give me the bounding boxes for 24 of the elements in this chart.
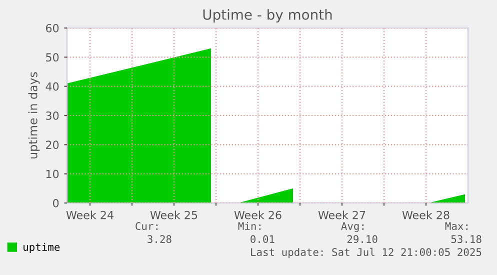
y-tick-label: 60 — [46, 24, 59, 32]
y-tick-label: 50 — [46, 53, 59, 62]
y-tick-label: 10 — [46, 170, 59, 178]
y-tick-label: 40 — [46, 82, 59, 91]
text: 3.28 — [148, 235, 172, 244]
text: 53.18 — [451, 235, 482, 244]
x-tick-label: Week 27 — [318, 210, 366, 220]
y-tick-label: 30 — [46, 111, 59, 120]
text: Last update: Sat Jul 12 21:00:05 2025 — [251, 248, 482, 258]
x-tick-label: Week 26 — [234, 210, 282, 220]
text: 29.10 — [347, 235, 378, 244]
text: Cur: — [136, 222, 158, 230]
y-tick-label: 0 — [53, 198, 59, 208]
y-tick-label: 20 — [46, 140, 59, 150]
legend-label: uptime — [24, 242, 60, 253]
text: Avg: — [341, 222, 364, 232]
text: 0.01 — [250, 235, 274, 244]
x-tick-label: Week 24 — [66, 210, 114, 220]
chart-title: Uptime - by month — [203, 9, 332, 23]
text: Max: — [445, 222, 468, 230]
text: Min: — [238, 222, 260, 230]
x-tick-label: Week 28 — [402, 210, 450, 220]
y-axis-title: uptime in days — [28, 72, 40, 158]
x-tick-label: Week 25 — [150, 210, 198, 220]
